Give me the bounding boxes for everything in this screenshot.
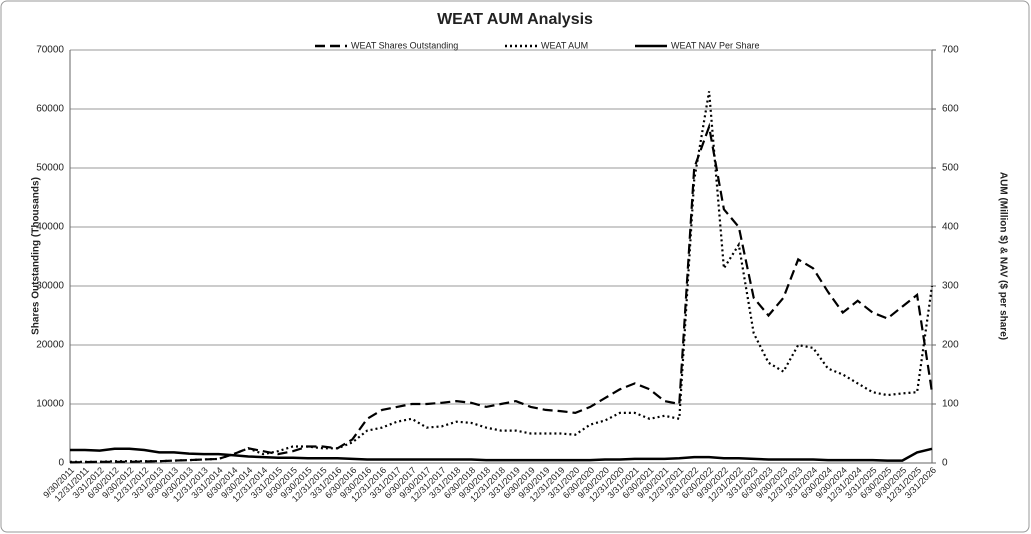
y2-tick-label: 100 xyxy=(942,399,959,410)
y2-tick-label: 700 xyxy=(942,45,959,56)
y2-tick-label: 300 xyxy=(942,281,959,292)
y2-tick-label: 200 xyxy=(942,340,959,351)
series-line xyxy=(70,447,933,462)
y-tick-label: 20000 xyxy=(36,340,64,351)
y-axis-title: Shares Outstanding (Thousands) xyxy=(31,177,42,335)
legend-label: WEAT AUM xyxy=(541,40,588,50)
y-tick-label: 50000 xyxy=(36,163,64,174)
y-tick-label: 10000 xyxy=(36,399,64,410)
series-line xyxy=(69,122,934,464)
y2-tick-label: 400 xyxy=(942,222,959,233)
y-tick-label: 70000 xyxy=(36,45,64,56)
legend-label: WEAT NAV Per Share xyxy=(671,40,760,50)
y2-tick-label: 0 xyxy=(942,458,948,469)
y2-tick-label: 500 xyxy=(942,163,959,174)
y-tick-label: 30000 xyxy=(36,281,64,292)
chart-title: WEAT AUM Analysis xyxy=(437,11,593,28)
y-tick-label: 60000 xyxy=(36,104,64,115)
y2-axis-title: AUM (Million $) & NAV ($ per share) xyxy=(997,172,1008,340)
series-line xyxy=(70,91,934,463)
y-tick-label: 0 xyxy=(58,458,64,469)
legend-label: WEAT Shares Outstanding xyxy=(351,40,458,50)
y-tick-label: 40000 xyxy=(36,222,64,233)
y2-tick-label: 600 xyxy=(942,104,959,115)
